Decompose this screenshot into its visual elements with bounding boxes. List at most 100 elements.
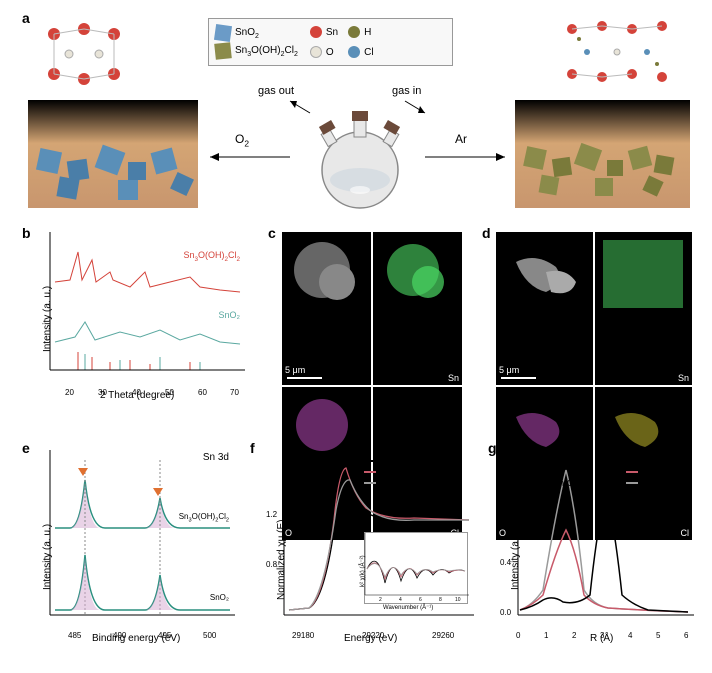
- tick: 490: [113, 631, 126, 640]
- tick: 1: [544, 631, 548, 640]
- tick: 2: [572, 631, 576, 640]
- render-sno2-cubes: [28, 100, 198, 208]
- tick: 0.0: [500, 608, 511, 617]
- panel-e-ylabel: Intensity (a. u.): [42, 524, 53, 590]
- sem-grid-c: 5 μm Sn O Cl: [282, 232, 462, 402]
- atom-icon: [310, 26, 322, 38]
- panel-b-label: b: [22, 225, 31, 241]
- atom-label: Cl: [364, 47, 373, 58]
- tick: 10: [455, 597, 461, 603]
- tick: 29260: [432, 631, 454, 640]
- xps-l1: Sn3O(OH)2Cl2: [179, 512, 229, 524]
- scale-bar: [287, 377, 322, 379]
- legend-h: H: [348, 25, 373, 39]
- arrow-gas-in: [400, 98, 430, 118]
- panel-c-label: c: [268, 225, 276, 241]
- arrow-gas-out: [285, 98, 315, 118]
- gas-out-label: gas out: [258, 85, 294, 97]
- inset-xlabel: Wavenumber (Å⁻¹): [383, 604, 433, 611]
- panel-a-label: a: [22, 10, 30, 26]
- peak-sn-o: Sn-O: [553, 478, 574, 488]
- cube-icon: [214, 42, 232, 60]
- atom-icon: [348, 46, 360, 58]
- tick: 40: [132, 388, 141, 397]
- tick: 20: [65, 388, 74, 397]
- panel-b-ylabel: Intensity (a. u.): [42, 286, 53, 352]
- render-sn3oohcl-cubes: [515, 100, 690, 208]
- xps-chart: Sn 3d Sn3O(OH)2Cl2 SnO₂ Intensity (a. u.…: [50, 450, 235, 630]
- tick: 0: [516, 631, 520, 640]
- panel-e-label: e: [22, 440, 30, 456]
- tick: 0.8: [500, 508, 511, 517]
- panel-g-label: g: [488, 440, 497, 456]
- sem-map-sn: Sn: [595, 232, 692, 385]
- legend-sno2: SnO₂: [364, 478, 398, 487]
- panel-g-ylabel: Intensity (a.u.): [510, 527, 521, 590]
- inset-ylabel: k² χ(k) (Å⁻²): [359, 555, 366, 587]
- crystal-structure-sn3oohcl: [557, 14, 690, 92]
- sem-image: 5 μm: [282, 232, 371, 385]
- peak-sn-sn: Sn-Sn: [596, 492, 621, 502]
- elem-label: Sn: [678, 373, 689, 383]
- atom-icon: [348, 26, 360, 38]
- legend-cl: Cl: [348, 45, 373, 59]
- cube-icon: [214, 24, 232, 42]
- panel-d-label: d: [482, 225, 491, 241]
- tick: 8: [439, 597, 442, 603]
- tick: 0.4: [500, 558, 511, 567]
- panel-f-ylabel: Normalized χμ (E): [276, 520, 287, 600]
- tick: 3: [600, 631, 604, 640]
- legend-o: O: [310, 45, 338, 59]
- scale-label: 5 μm: [285, 365, 305, 375]
- tick: 29180: [292, 631, 314, 640]
- gas-in-label: gas in: [392, 85, 421, 97]
- legend-sn3: Sn3O(OH)2Cl2: [364, 467, 429, 479]
- legend-sn: Sn: [310, 25, 338, 39]
- atom-label: H: [364, 27, 371, 38]
- tick: 495: [158, 631, 171, 640]
- atom-icon: [310, 46, 322, 58]
- o2-label: O2: [235, 132, 249, 148]
- scale-label: 5 μm: [499, 365, 519, 375]
- legend-sn3: Sn3O(OH)2Cl2: [626, 467, 691, 479]
- curve-label-2: SnO₂: [218, 310, 240, 320]
- tick: 2: [379, 597, 382, 603]
- atom-label: Sn: [326, 27, 338, 38]
- tick: 6: [684, 631, 688, 640]
- legend-snfoil: Sn foil: [364, 456, 401, 465]
- sem-map-sn: Sn: [373, 232, 462, 385]
- xps-title: Sn 3d: [203, 452, 229, 463]
- tick: 1.2: [266, 510, 277, 519]
- crystal-structure-sno2: [34, 14, 139, 96]
- sem-grid-d: 5 μm Sn O Cl: [496, 232, 692, 402]
- tick: 60: [198, 388, 207, 397]
- tick: 0.8: [266, 560, 277, 569]
- legend-text: SnO2: [235, 27, 259, 40]
- panel-f-label: f: [250, 440, 255, 456]
- arrow-right: [420, 150, 510, 164]
- xrd-chart: Sn3O(OH)2Cl2 SnO₂ Intensity (a. u.) 2 Th…: [50, 232, 245, 387]
- tick: 1.2: [500, 460, 511, 469]
- tick: 485: [68, 631, 81, 640]
- legend-sn3oohcl: Sn3O(OH)2Cl2: [215, 43, 298, 59]
- elem-label: O: [499, 528, 506, 538]
- exafs-inset: Wavenumber (Å⁻¹) k² χ(k) (Å⁻²) 2 4 6 8 1…: [364, 532, 468, 604]
- tick: 4: [628, 631, 632, 640]
- legend-sno2: SnO₂: [626, 478, 660, 487]
- ar-label: Ar: [455, 132, 467, 146]
- xps-l2: SnO₂: [210, 593, 229, 602]
- atom-label: O: [326, 47, 334, 58]
- arrow-left: [205, 150, 295, 164]
- legend-box: SnO2 Sn3O(OH)2Cl2 Sn H O Cl: [208, 18, 453, 66]
- tick: 5: [656, 631, 660, 640]
- elem-label: Sn: [448, 373, 459, 383]
- tick: 50: [165, 388, 174, 397]
- tick: 30: [98, 388, 107, 397]
- tick: 4: [399, 597, 402, 603]
- tick: 29220: [362, 631, 384, 640]
- ft-chart: Sn-O Sn-Sn Sn foil Sn3O(OH)2Cl2 SnO₂ Int…: [518, 450, 694, 630]
- sem-image: 5 μm: [496, 232, 593, 385]
- xanes-chart: Sn foil Sn3O(OH)2Cl2 SnO₂ Normalized χμ …: [284, 450, 474, 630]
- curve-label-1: Sn3O(OH)2Cl2: [183, 250, 240, 263]
- tick: 500: [203, 631, 216, 640]
